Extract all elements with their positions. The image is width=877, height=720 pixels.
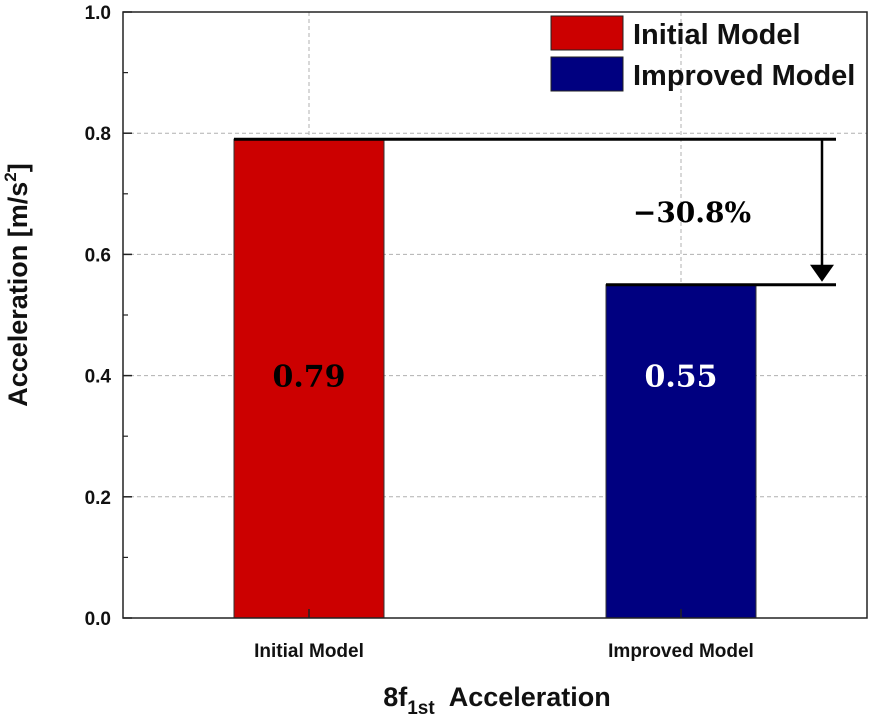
legend-label-improved: Improved Model [633, 60, 855, 92]
x-tick-label: Initial Model [254, 641, 364, 662]
data-label-improved-model: 0.55 [644, 360, 717, 395]
bar-improved-model [605, 284, 757, 619]
reference-lines [234, 137, 836, 287]
reduction-arrow-head [810, 264, 834, 282]
x-tick-label: Improved Model [608, 641, 754, 662]
data-labels: 0.79 0.55 [272, 360, 717, 395]
y-tick-label: 0.0 [85, 609, 111, 630]
bars [233, 138, 757, 619]
y-tick-label: 0.6 [85, 245, 111, 266]
y-tick-label: 0.2 [85, 488, 111, 509]
y-axis-title: Acceleration [m/s2] [1, 163, 33, 407]
annotation-label: −30.8% [633, 196, 751, 229]
y-tick-label: 1.0 [85, 3, 111, 24]
y-tick-label: 0.4 [85, 367, 112, 388]
y-tick-label: 0.8 [85, 124, 111, 145]
bar-initial-model [233, 138, 385, 619]
legend-swatch-improved [550, 56, 624, 92]
legend-swatch-initial [550, 15, 624, 51]
legend: Initial Model Improved Model [550, 15, 855, 92]
legend-label-initial: Initial Model [633, 19, 801, 51]
x-axis-title: 8f1st Acceleration [383, 682, 611, 719]
axes: 0.0 0.2 0.4 0.6 0.8 1.0 Initial Model Improved … [85, 3, 754, 662]
data-label-initial-model: 0.79 [272, 360, 345, 395]
